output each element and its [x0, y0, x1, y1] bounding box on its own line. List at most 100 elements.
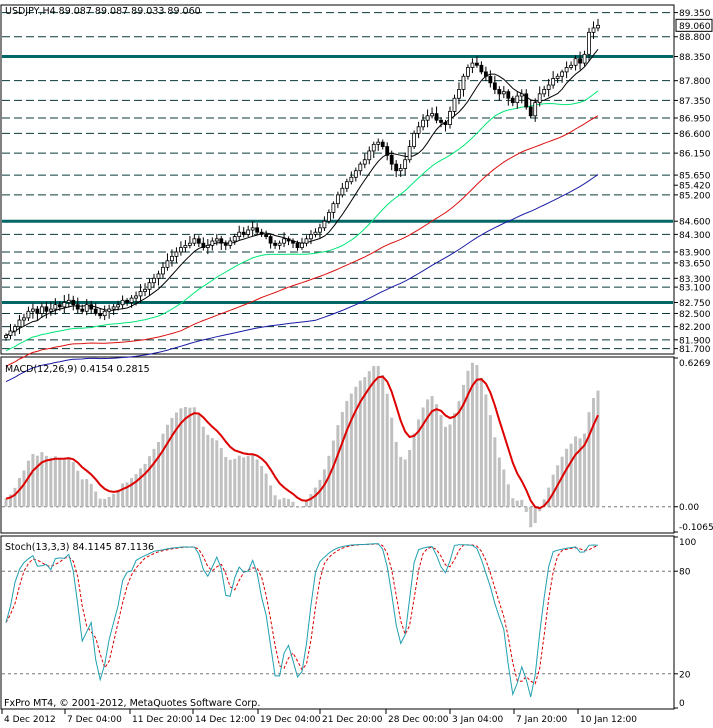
macd-bar	[318, 479, 322, 507]
candle-body	[53, 304, 58, 310]
candle-body	[219, 238, 224, 244]
time-tick-label: 7 Dec 04:00	[67, 715, 122, 725]
candle-body	[425, 115, 430, 121]
candle-body	[22, 317, 26, 321]
candle-body	[497, 89, 502, 95]
moving-averages	[5, 48, 599, 383]
macd-bar	[412, 433, 416, 507]
candle-body	[44, 306, 49, 312]
candle-body	[353, 170, 358, 178]
macd-header: MACD(12,26,9) 0.4154 0.2815	[5, 364, 150, 375]
candle-body	[62, 302, 67, 308]
macd-bar	[408, 449, 412, 507]
candle-body	[501, 91, 506, 95]
macd-bar	[44, 455, 48, 507]
macd-bar	[80, 479, 84, 507]
candle-body	[380, 141, 385, 147]
candle-body	[340, 187, 345, 196]
candle-body	[147, 282, 152, 290]
candle-body	[385, 146, 390, 156]
macd-bar	[394, 441, 398, 507]
candle-body	[228, 240, 233, 246]
candle-body	[152, 277, 156, 284]
candle-body	[35, 308, 40, 314]
macd-tick-label: 0.00	[679, 503, 699, 513]
stoch-tick-label: 0	[679, 699, 685, 709]
macd-bar	[206, 434, 210, 507]
stoch-tick-label: 100	[679, 538, 696, 548]
candle-body	[542, 89, 547, 95]
candles	[4, 19, 600, 341]
candle-body	[13, 326, 17, 332]
candle-body	[412, 132, 417, 147]
price-tick-label: 86.150	[679, 150, 711, 160]
candle-body	[596, 24, 600, 29]
candle-body	[39, 306, 44, 314]
candle-body	[17, 319, 22, 328]
macd-bar	[76, 470, 80, 507]
macd-bar	[403, 459, 407, 507]
candle-body	[116, 304, 121, 308]
macd-bar	[121, 483, 125, 507]
macd-bar	[125, 482, 129, 507]
price-header: USDJPY,H4 89.087 89.087 89.033 89.060	[5, 6, 201, 17]
macd-bar	[426, 399, 430, 507]
candle-body	[259, 231, 264, 235]
macd-bar	[470, 362, 474, 507]
macd-bar	[4, 498, 8, 507]
candle-body	[524, 93, 529, 108]
macd-bar	[524, 506, 528, 512]
macd-bar	[376, 365, 380, 507]
price-tick-label: 86.950	[679, 115, 711, 125]
candle-body	[75, 304, 80, 310]
candle-body	[537, 93, 542, 104]
candle-body	[107, 308, 112, 312]
macd-bar	[17, 477, 21, 507]
candle-body	[394, 163, 399, 172]
macd-signal-path	[5, 375, 599, 510]
macd-bar	[197, 414, 201, 507]
candle-body	[4, 335, 8, 339]
macd-bar	[210, 438, 214, 507]
candle-body	[560, 71, 565, 77]
macd-bar	[35, 455, 39, 507]
candle-body	[582, 53, 587, 64]
macd-bar	[143, 463, 147, 507]
macd-bar	[493, 437, 497, 507]
macd-bar	[224, 456, 228, 507]
candle-body	[591, 27, 596, 33]
macd-bar	[296, 506, 300, 508]
candle-body	[439, 119, 443, 123]
macd-bar	[264, 473, 268, 507]
candle-body	[246, 229, 251, 235]
candle-body	[138, 291, 143, 297]
candle-body	[479, 64, 484, 73]
candle-body	[573, 58, 578, 66]
time-tick-label: 28 Dec 00:00	[388, 715, 449, 725]
macd-bar	[322, 469, 326, 507]
candle-body	[313, 231, 318, 235]
candle-body	[331, 203, 336, 213]
candle-body	[587, 31, 591, 55]
macd-bar	[156, 442, 160, 507]
macd-bar	[183, 406, 187, 507]
candle-body	[179, 247, 183, 253]
macd-bar	[53, 456, 57, 507]
copyright-footer: FxPro MT4, © 2001-2012, MetaQuotes Softw…	[4, 698, 260, 709]
candle-body	[430, 113, 434, 117]
time-tick-label: 19 Dec 04:00	[260, 715, 321, 725]
macd-bar	[300, 506, 304, 508]
macd-signal-line	[5, 375, 599, 510]
price-axis: 89.350 88.800 88.350 87.800 87.350 86.950 86.6…	[674, 9, 713, 355]
macd-bar	[62, 458, 66, 507]
price-tick-label: 84.300	[679, 231, 711, 241]
macd-bar	[192, 407, 196, 507]
macd-bar	[179, 408, 183, 507]
candle-body	[291, 240, 295, 244]
candle-body	[223, 242, 228, 246]
stoch-pane-border	[0, 535, 675, 710]
price-pane-border	[0, 4, 675, 355]
macd-bar	[547, 487, 551, 507]
price-tick-label: 87.800	[679, 77, 711, 87]
